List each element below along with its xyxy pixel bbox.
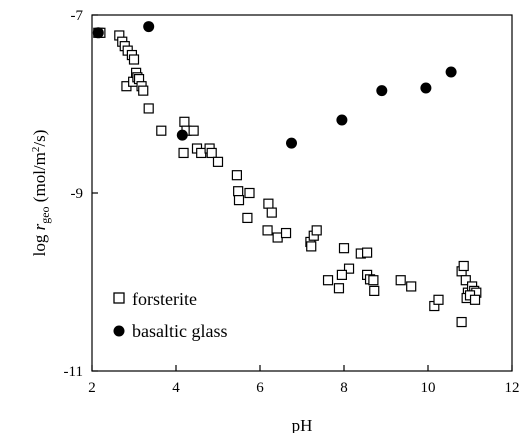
- y-tick-label: -9: [71, 186, 84, 202]
- x-tick-label: 6: [256, 380, 264, 396]
- y-axis-label: log rgeo (mol/m2/s): [30, 130, 52, 257]
- y-axis-label-prefix: log: [30, 230, 49, 256]
- x-tick-label: 8: [340, 380, 348, 396]
- data-point-forsterite: [233, 195, 245, 206]
- data-point-forsterite: [138, 85, 149, 96]
- data-point-forsterite: [188, 125, 199, 136]
- data-point-forsterite: [272, 232, 283, 243]
- y-axis-label-unit: (mol/m: [30, 152, 49, 206]
- legend-label-basaltic-glass: basaltic glass: [132, 321, 227, 341]
- data-point-forsterite: [262, 225, 273, 236]
- data-point-forsterite: [178, 147, 189, 159]
- legend-marker-forsterite: [113, 292, 125, 304]
- y-axis-label-subscript: geo: [38, 206, 52, 223]
- data-point-forsterite: [206, 147, 217, 159]
- data-point-forsterite: [336, 269, 347, 280]
- data-point-basaltic-glass: [143, 21, 155, 33]
- data-point-forsterite: [338, 243, 350, 254]
- data-point-forsterite: [395, 275, 406, 286]
- x-tick-label: 4: [172, 380, 180, 396]
- data-points: [92, 21, 482, 328]
- legend: forsterite basaltic glass: [113, 289, 227, 341]
- data-point-basaltic-glass: [286, 137, 297, 149]
- y-axis-label-unit-end: /s): [30, 130, 49, 147]
- y-tick-label: -11: [64, 364, 83, 380]
- data-point-forsterite: [231, 170, 242, 181]
- data-point-forsterite: [156, 125, 167, 136]
- data-point-forsterite: [460, 275, 471, 286]
- data-point-forsterite: [212, 156, 224, 167]
- data-point-forsterite: [469, 294, 481, 305]
- data-point-forsterite: [143, 103, 154, 114]
- data-point-forsterite: [263, 198, 274, 209]
- data-point-forsterite: [196, 147, 207, 159]
- legend-marker-basaltic-glass: [113, 325, 125, 337]
- data-point-forsterite: [369, 285, 380, 296]
- y-axis-label-symbol: r: [30, 223, 49, 230]
- data-point-forsterite: [433, 294, 444, 305]
- data-point-forsterite: [311, 225, 322, 236]
- x-tick-label: 10: [421, 380, 436, 396]
- x-axis-label: pH: [292, 416, 313, 433]
- data-point-forsterite: [244, 187, 255, 199]
- data-point-forsterite: [322, 275, 334, 286]
- data-point-forsterite: [179, 116, 190, 127]
- y-axis-label-superscript: 2: [30, 147, 42, 153]
- data-point-forsterite: [242, 212, 253, 224]
- data-point-forsterite: [128, 54, 140, 65]
- data-point-forsterite: [233, 186, 244, 197]
- data-point-forsterite: [280, 227, 292, 239]
- data-point-forsterite: [368, 275, 379, 286]
- data-point-forsterite: [306, 241, 317, 252]
- data-point-basaltic-glass: [376, 85, 388, 97]
- y-tick-label: -7: [71, 8, 84, 24]
- data-point-basaltic-glass: [176, 129, 188, 141]
- data-point-forsterite: [458, 260, 469, 272]
- data-point-basaltic-glass: [92, 27, 104, 39]
- x-tick-label: 2: [88, 380, 96, 396]
- data-point-basaltic-glass: [420, 82, 432, 94]
- data-point-forsterite: [266, 207, 277, 218]
- data-point-forsterite: [333, 283, 345, 294]
- data-point-forsterite: [343, 263, 355, 274]
- data-point-forsterite: [406, 281, 417, 292]
- x-tick-label: 12: [505, 380, 520, 396]
- data-point-basaltic-glass: [336, 114, 348, 126]
- legend-label-forsterite: forsterite: [132, 289, 197, 309]
- data-point-basaltic-glass: [445, 66, 457, 78]
- data-point-forsterite: [362, 247, 373, 258]
- data-point-forsterite: [456, 316, 467, 328]
- axis-ticks: 2 4 6 8 10 12 -7 -9 -11: [64, 8, 520, 396]
